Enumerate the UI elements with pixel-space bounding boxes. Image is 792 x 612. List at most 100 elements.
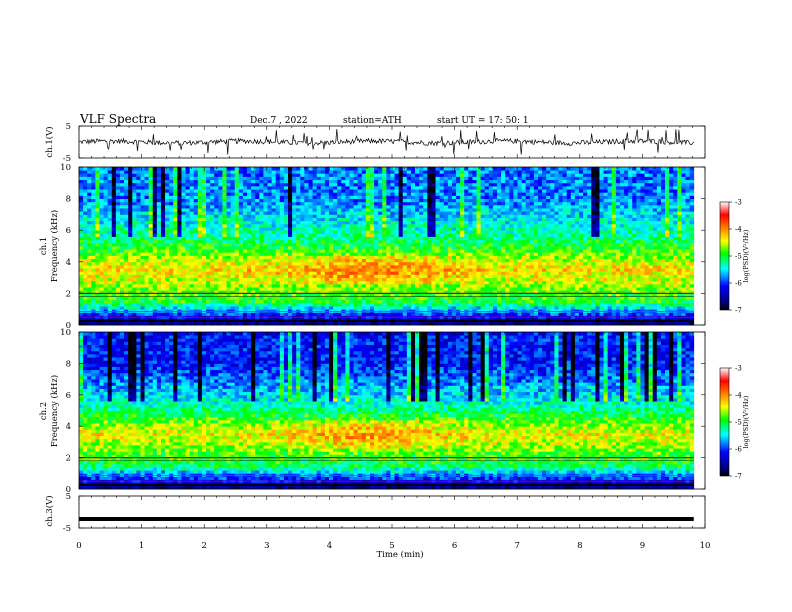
ch1-spectro-cell xyxy=(136,170,141,174)
ch1-spectro-cell xyxy=(292,242,297,247)
ch1-spectro-cell xyxy=(427,302,432,307)
ch1-spectro-cell xyxy=(263,290,268,294)
ch1-spectro-cell xyxy=(386,280,391,285)
ch1-spectro-cell xyxy=(263,302,268,307)
ch1-spectro-cell xyxy=(386,170,391,174)
ch1-spectro-cell xyxy=(345,236,350,241)
ch1-spectro-cell xyxy=(247,208,252,212)
ch1-spectro-cell xyxy=(476,321,482,326)
ch1-spectro-cell xyxy=(271,167,277,171)
ch1-spectro-cell xyxy=(423,198,428,203)
ch1-spectro-cell xyxy=(324,258,330,263)
ch1-spectro-cell xyxy=(464,261,469,266)
ch1-spectro-cell xyxy=(365,321,371,326)
ch1-spectro-cell xyxy=(271,309,277,313)
ch1-spectro-cell xyxy=(390,167,395,171)
ch1-spectro-cell xyxy=(230,217,236,222)
ch1-spectro-cell xyxy=(419,280,424,285)
ch1-spectro-cell xyxy=(292,214,297,218)
ch1-spectro-cell xyxy=(292,249,297,253)
ch1-spectro-cell xyxy=(341,227,346,231)
ch1-spectro-cell xyxy=(255,227,260,231)
ch1-spectro-cell xyxy=(431,233,436,237)
ch1-spectro-cell xyxy=(119,268,125,272)
ch1-spectro-cell xyxy=(468,182,473,187)
ch1-spectro-cell xyxy=(349,204,354,209)
ch1-spectro-cell xyxy=(271,227,277,231)
ch1-spectro-cell xyxy=(353,242,359,247)
ch1-spectro-cell xyxy=(439,309,445,313)
ch1-spectro-cell xyxy=(185,230,191,234)
ch1-spectro-cell xyxy=(292,204,297,209)
ch1-spectro-cell xyxy=(394,198,400,203)
ch1-spectro-cell xyxy=(447,309,453,313)
ch1-spectro-cell xyxy=(390,198,395,203)
ch1-spectro-cell xyxy=(185,173,191,177)
ch1-spectro-cell xyxy=(328,283,334,288)
ch1-spectro-cell xyxy=(361,268,367,272)
ch1-spectro-cell xyxy=(386,211,391,215)
ch1-spectro-cell xyxy=(115,321,121,326)
ch1-spectro-cell xyxy=(152,192,158,196)
ch1-spectro-cell xyxy=(296,287,301,291)
ch1-spectro-cell xyxy=(324,302,330,307)
ch1-spectro-cell xyxy=(181,296,186,301)
ch1-spectro-cell xyxy=(210,290,215,294)
ch1-spectro-cell xyxy=(308,296,313,301)
ch1-spectro-cell xyxy=(333,306,338,310)
ch1-spectro-cell xyxy=(83,302,88,307)
ch1-spectro-cell xyxy=(361,280,367,285)
ch1-spectro-cell xyxy=(185,249,191,253)
ch1-spectro-cell xyxy=(386,252,391,256)
ch1-spectro-cell xyxy=(283,255,289,260)
ch1-spectro-cell xyxy=(320,277,326,282)
ch1-spectro-cell xyxy=(214,268,219,272)
ch1-spectro-cell xyxy=(152,208,158,212)
ch1-spectro-cell xyxy=(374,271,379,275)
ch1-spectro-cell xyxy=(247,309,252,313)
ch1-spectro-cell xyxy=(267,239,273,244)
ch1-spectro-cell xyxy=(386,283,391,288)
ch1-spectro-cell xyxy=(410,280,416,285)
ch1-voltage-trace xyxy=(78,129,694,155)
ch1-spectro-cell xyxy=(341,173,346,177)
ch1-spectro-cell xyxy=(357,268,363,272)
ch1-spectro-cell xyxy=(136,302,141,307)
ch1-spectro-cell xyxy=(267,296,273,301)
ch1-spectro-cell xyxy=(206,261,211,266)
ch1-spectro-cell xyxy=(435,246,441,250)
ch1-spectro-cell xyxy=(394,306,400,310)
ch1-spectro-cell xyxy=(415,185,420,190)
ch1-spectro-cell xyxy=(427,255,432,260)
ch1-spectro-cell xyxy=(406,192,412,196)
ch1-spectro-cell xyxy=(152,182,158,187)
ch1-spectro-cell xyxy=(415,170,420,174)
ch1-spectro-cell xyxy=(328,268,334,272)
ch1-spectro-cell xyxy=(111,309,117,313)
ch1-spectro-cell xyxy=(374,167,379,171)
ch1-spectro-cell xyxy=(443,179,449,184)
ch1-spectro-cell xyxy=(197,233,203,237)
ch1-spectro-cell xyxy=(234,296,240,301)
ch1-spectro-cell xyxy=(185,296,191,301)
ch1-spectro-cell xyxy=(328,233,334,237)
ch1-spectro-cell xyxy=(333,195,338,199)
ch1-spectro-cell xyxy=(300,208,305,212)
ch1-spectro-cell xyxy=(95,306,100,310)
ch1-spectro-cell xyxy=(115,246,121,250)
ch1-spectro-cell xyxy=(357,290,363,294)
ch1-spectro-cell xyxy=(99,321,104,326)
ch1-spectro-cell xyxy=(423,299,428,304)
ch1-spectro-cell xyxy=(99,277,104,282)
ch1-spectro-cell xyxy=(308,277,313,282)
ch1-spectro-cell xyxy=(451,217,457,222)
ch1-spectro-cell xyxy=(345,227,350,231)
ch1-spectro-cell xyxy=(87,198,92,203)
ch1-spectro-cell xyxy=(296,236,301,241)
ch1-spectro-cell xyxy=(349,220,354,225)
ch1-spectro-cell xyxy=(353,198,359,203)
ch1-spectro-cell xyxy=(148,239,154,244)
ch1-spectro-cell xyxy=(283,223,289,228)
ch1-spectro-cell xyxy=(132,258,137,263)
ch1-spectro-cell xyxy=(156,239,162,244)
